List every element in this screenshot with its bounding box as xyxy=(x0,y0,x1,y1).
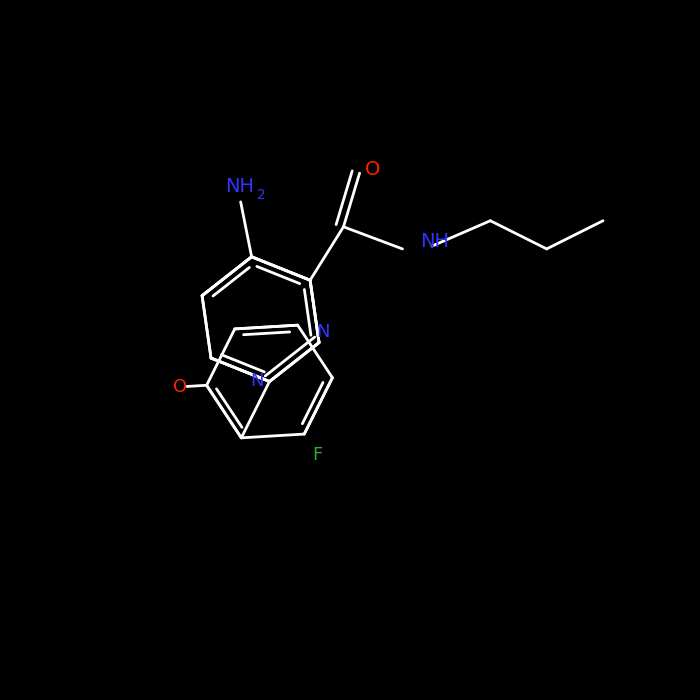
Text: 2: 2 xyxy=(258,188,266,202)
Text: NH: NH xyxy=(420,232,449,251)
Text: O: O xyxy=(365,160,380,179)
Text: O: O xyxy=(173,378,187,396)
Text: F: F xyxy=(313,445,323,463)
Text: N: N xyxy=(316,323,329,341)
Text: NH: NH xyxy=(225,177,253,196)
Text: N: N xyxy=(250,372,264,391)
